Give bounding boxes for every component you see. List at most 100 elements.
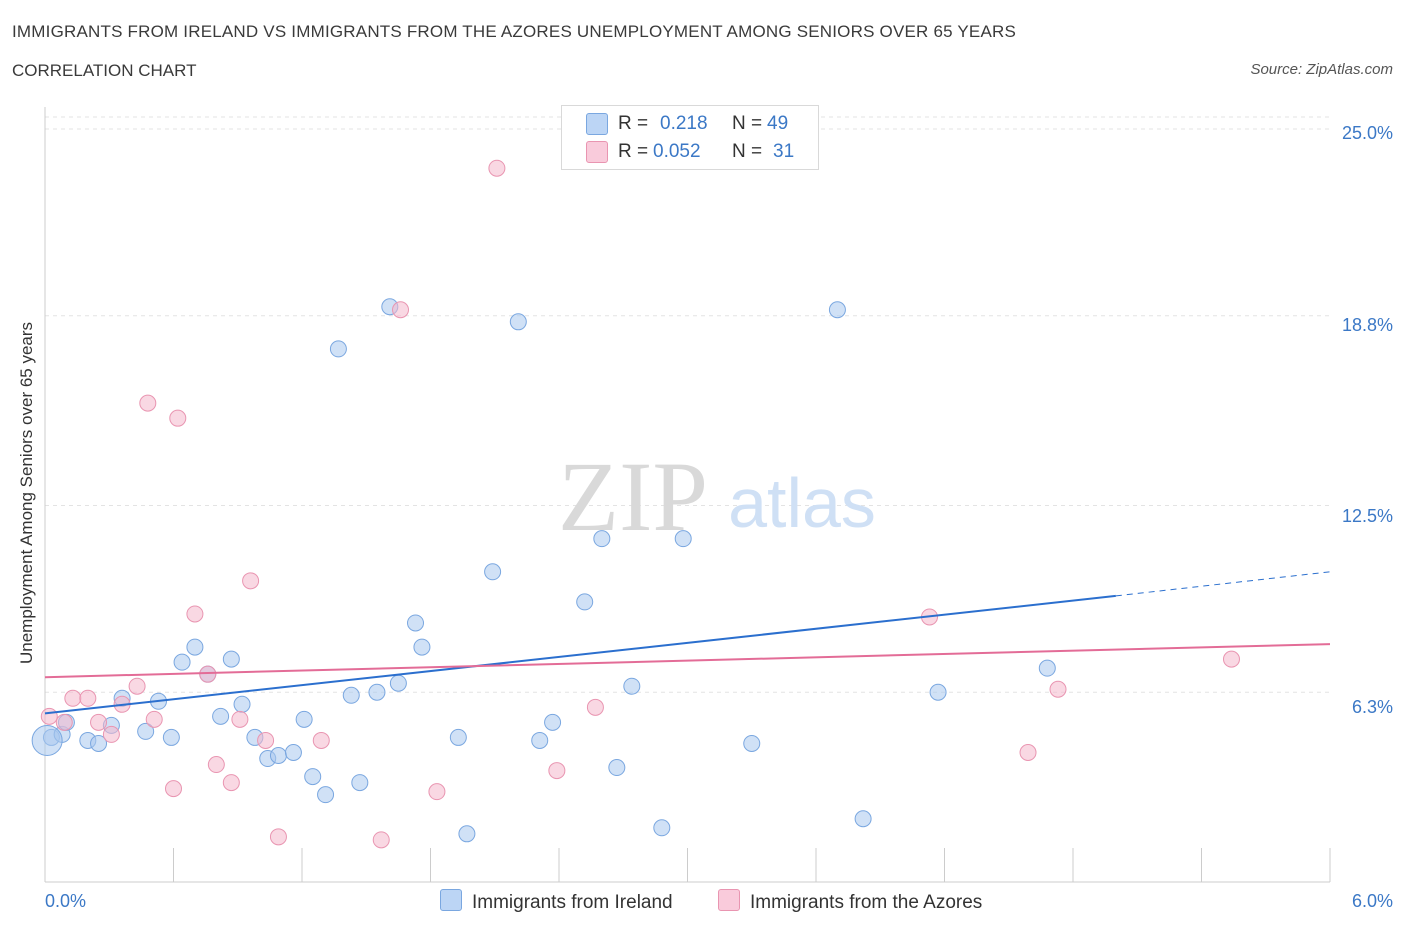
ireland-point — [1038, 659, 1056, 677]
azores-point — [242, 572, 260, 590]
legend-swatch-azores — [718, 889, 740, 911]
azores-point — [428, 783, 446, 801]
trend-lines — [44, 571, 1331, 715]
ireland-point — [544, 713, 562, 731]
watermark: ZIP atlas — [558, 441, 876, 552]
azores-point — [169, 409, 187, 427]
ireland-trend-extension — [1115, 571, 1331, 597]
chart-title: IMMIGRANTS FROM IRELAND VS IMMIGRANTS FR… — [12, 22, 1017, 41]
ireland-point — [674, 530, 692, 548]
ireland-point — [368, 683, 386, 701]
ireland-point — [929, 683, 947, 701]
azores-point — [312, 731, 330, 749]
ireland-point — [295, 710, 313, 728]
azores-point — [102, 725, 120, 743]
ireland-point — [608, 759, 626, 777]
ireland-point — [233, 695, 251, 713]
ireland-point — [269, 747, 287, 765]
ireland-point — [162, 728, 180, 746]
ireland-point — [212, 707, 230, 725]
azores-point — [199, 665, 217, 683]
azores-point — [40, 707, 58, 725]
ireland-point — [576, 593, 594, 611]
azores-point — [222, 774, 240, 792]
ireland-point — [137, 722, 155, 740]
n-label: N = — [732, 113, 763, 134]
azores-point — [392, 301, 410, 319]
ireland-point — [653, 819, 671, 837]
azores-point — [128, 677, 146, 695]
ireland-trend-line — [44, 594, 1116, 715]
ireland-point — [449, 728, 467, 746]
x-tick-min: 0.0% — [45, 891, 87, 911]
azores-swatch — [586, 141, 608, 163]
n-label: N = — [732, 141, 763, 162]
ireland-point — [828, 301, 846, 319]
y-tick-25: 25.0% — [1341, 123, 1393, 143]
ireland-point — [329, 340, 347, 358]
ireland-point — [342, 686, 360, 704]
ireland-point — [743, 734, 761, 752]
azores-point — [90, 713, 108, 731]
ireland-point — [413, 638, 431, 656]
r-label: R = — [618, 141, 649, 162]
azores-point — [372, 831, 390, 849]
ireland-point — [531, 731, 549, 749]
azores-point — [186, 605, 204, 623]
azores-point — [257, 731, 275, 749]
r-value-azores: 0.052 — [653, 141, 701, 162]
azores-trend-line — [44, 643, 1331, 679]
data-points — [31, 159, 1240, 849]
azores-point — [79, 689, 97, 707]
ireland-point — [484, 563, 502, 581]
r-value-ireland: 0.218 — [660, 113, 708, 134]
r-label: R = — [618, 113, 649, 134]
chart-subtitle: CORRELATION CHART — [12, 61, 197, 80]
ireland-point — [854, 810, 872, 828]
azores-point — [488, 159, 506, 177]
legend-label-ireland: Immigrants from Ireland — [472, 892, 673, 913]
azores-point — [1019, 743, 1037, 761]
source-label: Source: ZipAtlas.com — [1250, 61, 1393, 78]
x-tick-max: 6.0% — [1351, 891, 1393, 911]
azores-point — [1222, 650, 1240, 668]
y-tick-18-8: 18.8% — [1341, 315, 1393, 335]
azores-point — [269, 828, 287, 846]
azores-point — [231, 710, 249, 728]
ireland-point — [186, 638, 204, 656]
azores-point — [207, 756, 225, 774]
ireland-point — [284, 743, 302, 761]
azores-point — [145, 710, 163, 728]
ireland-point — [593, 530, 611, 548]
azores-point — [1049, 680, 1067, 698]
azores-point — [165, 780, 182, 798]
legend-item-azores: Immigrants from the Azores — [718, 889, 982, 914]
legend-item-ireland: Immigrants from Ireland — [440, 889, 673, 914]
ireland-point — [90, 734, 108, 752]
stats-legend: R = 0.218 N = 49 R = 0.052 N = 31 — [561, 105, 819, 170]
legend-swatch-ireland — [440, 889, 462, 911]
ireland-point — [31, 724, 63, 756]
n-value-azores: 31 — [773, 141, 795, 162]
ireland-point — [407, 614, 425, 632]
gridlines — [45, 116, 1330, 693]
azores-point — [548, 762, 566, 780]
azores-point — [55, 713, 73, 731]
legend-label-azores: Immigrants from the Azores — [750, 892, 983, 913]
ireland-swatch — [586, 113, 608, 135]
ireland-point — [317, 786, 335, 804]
ireland-point — [173, 653, 191, 671]
y-tick-12-5: 12.5% — [1341, 506, 1393, 526]
n-value-ireland: 49 — [767, 113, 789, 134]
ireland-point — [509, 313, 527, 331]
ireland-point — [351, 774, 369, 792]
ireland-point — [222, 650, 240, 668]
ireland-point — [458, 825, 476, 843]
watermark-atlas: atlas — [728, 464, 876, 542]
ireland-point — [623, 677, 641, 695]
azores-point — [586, 698, 604, 716]
y-tick-6-3: 6.3% — [1351, 697, 1393, 717]
ireland-point — [304, 768, 322, 786]
azores-point — [139, 394, 157, 412]
azores-point — [64, 689, 82, 707]
